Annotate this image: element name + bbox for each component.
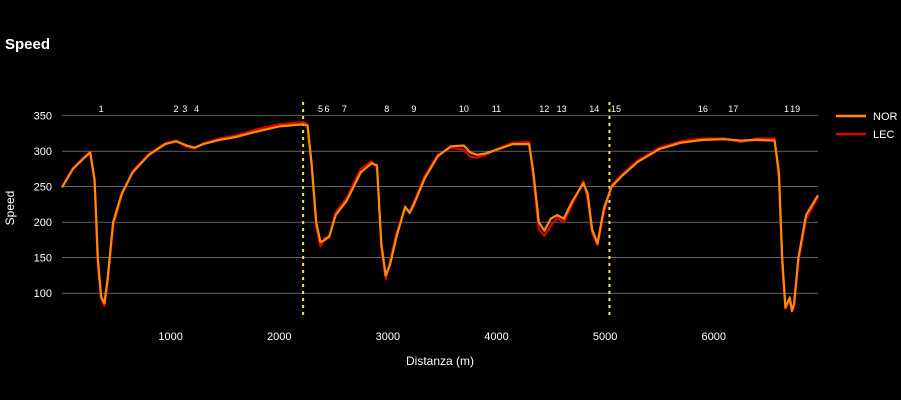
corner-label: 9 xyxy=(411,104,416,114)
corner-label: 17 xyxy=(728,104,738,114)
legend-label-nor: NOR xyxy=(873,111,898,123)
y-tick-label: 300 xyxy=(34,146,52,158)
x-tick-label: 5000 xyxy=(593,331,617,343)
corner-label: 14 xyxy=(589,104,599,114)
grid-lines xyxy=(62,115,818,294)
y-tick-label: 150 xyxy=(34,253,52,265)
corner-label: 11 xyxy=(492,104,501,114)
x-tick-label: 3000 xyxy=(376,331,400,343)
corner-label: 7 xyxy=(342,104,347,114)
corner-label: 13 xyxy=(557,104,567,114)
x-axis-label: Distanza (m) xyxy=(406,354,474,368)
x-tick-label: 6000 xyxy=(701,331,725,343)
series-lines xyxy=(61,121,819,313)
corner-label: 15 xyxy=(611,104,621,114)
y-axis-label: Speed xyxy=(3,191,17,226)
y-tick-label: 200 xyxy=(34,217,52,229)
corner-label: 16 xyxy=(698,104,708,114)
x-tick-label: 2000 xyxy=(267,331,291,343)
series-line-nor xyxy=(61,123,819,312)
corner-label: 1 xyxy=(99,104,104,114)
y-tick-label: 100 xyxy=(34,288,52,300)
corner-label: 6 xyxy=(325,104,330,114)
corner-label: 12 xyxy=(539,104,549,114)
x-tick-label: 4000 xyxy=(484,331,508,343)
corner-label: 19 xyxy=(790,104,800,114)
corner-labels: 1 2 3 4 5 6 7 8 9 10 11 12 13 14 15 16 17 1 19 xyxy=(99,104,801,114)
x-tick-label: 1000 xyxy=(158,331,182,343)
corner-label: 10 xyxy=(459,104,469,114)
legend-label-lec: LEC xyxy=(873,129,894,141)
legend: NOR LEC xyxy=(836,111,898,141)
corner-label: 1 xyxy=(784,104,789,114)
corner-label: 5 xyxy=(318,104,323,114)
corner-label: 3 xyxy=(182,104,187,114)
corner-label: 2 xyxy=(174,104,179,114)
y-tick-label: 350 xyxy=(34,111,52,123)
y-tick-label: 250 xyxy=(34,182,52,194)
chart-title: Speed xyxy=(5,36,51,53)
sector-markers xyxy=(302,102,611,318)
axis-ticks: 100 150 200 250 300 350 1000 2000 3000 4000 5000 60… xyxy=(34,111,726,343)
corner-label: 8 xyxy=(384,104,389,114)
series-line-lec xyxy=(61,121,819,313)
corner-label: 4 xyxy=(194,104,199,114)
